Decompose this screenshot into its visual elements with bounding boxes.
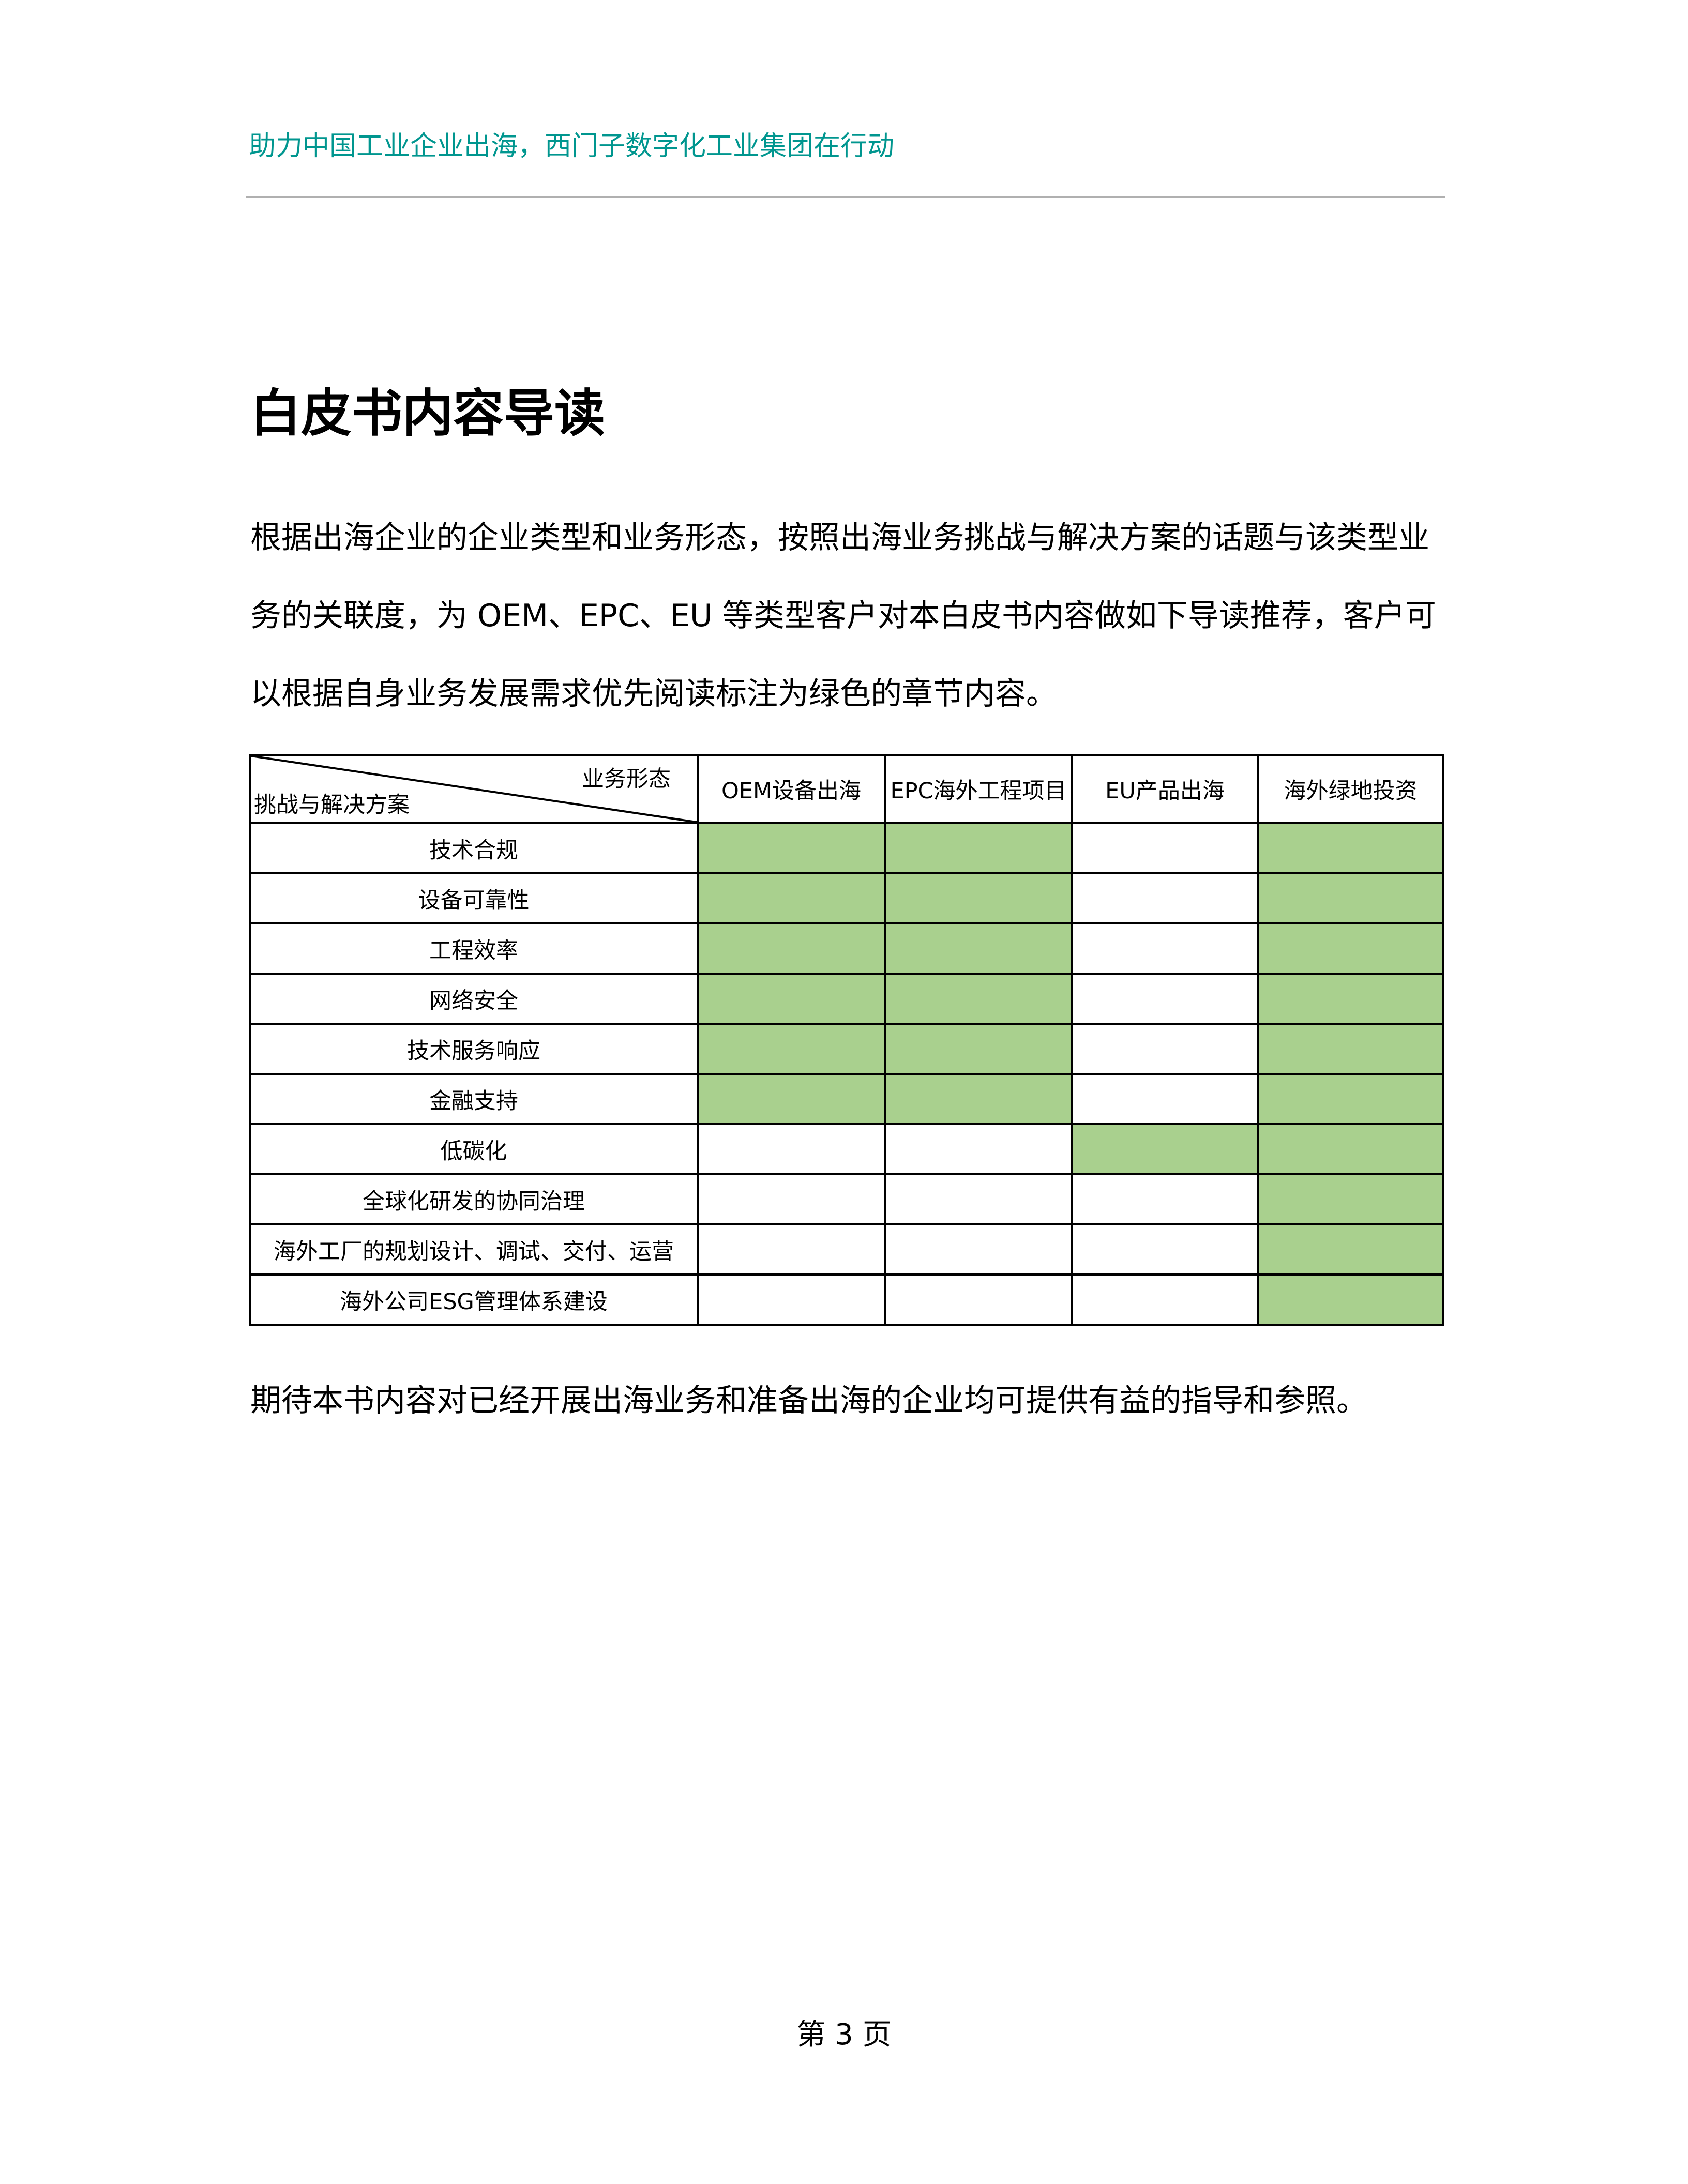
table-row: 工程效率	[249, 922, 1444, 975]
table-row: 设备可靠性	[249, 872, 1444, 924]
diagonal-corner-cell: 业务形态 挑战与解决方案	[249, 754, 699, 824]
highlighted-cell	[884, 1073, 1073, 1125]
page-title: 白皮书内容导读	[250, 384, 606, 443]
empty-cell	[697, 1173, 886, 1225]
highlighted-cell	[697, 922, 886, 975]
column-header: OEM设备出海	[697, 754, 886, 824]
empty-cell	[697, 1223, 886, 1276]
table-row: 金融支持	[249, 1073, 1444, 1125]
row-label: 海外公司ESG管理体系建设	[249, 1273, 699, 1326]
page-number: 第 3 页	[796, 2018, 892, 2052]
empty-cell	[697, 1273, 886, 1326]
highlighted-cell	[884, 822, 1073, 874]
highlighted-cell	[1257, 1023, 1444, 1075]
highlighted-cell	[697, 1073, 886, 1125]
corner-column-label: 业务形态	[582, 766, 671, 792]
highlighted-cell	[1257, 872, 1444, 924]
table-header-row: 业务形态 挑战与解决方案 OEM设备出海 EPC海外工程项目 EU产品出海 海外…	[249, 754, 1444, 824]
intro-paragraph: 根据出海企业的企业类型和业务形态，按照出海业务挑战与解决方案的话题与该类型业务的…	[250, 520, 1436, 712]
column-header: EPC海外工程项目	[884, 754, 1073, 824]
table-row: 技术合规	[249, 822, 1444, 874]
row-label: 工程效率	[249, 922, 699, 975]
highlighted-cell	[884, 872, 1073, 924]
highlighted-cell	[1257, 822, 1444, 874]
empty-cell	[697, 1123, 886, 1175]
empty-cell	[884, 1223, 1073, 1276]
empty-cell	[1071, 872, 1259, 924]
row-label: 技术服务响应	[249, 1023, 699, 1075]
highlighted-cell	[884, 973, 1073, 1025]
empty-cell	[884, 1173, 1073, 1225]
highlighted-cell	[1257, 1223, 1444, 1276]
reading-guide-table: 业务形态 挑战与解决方案 OEM设备出海 EPC海外工程项目 EU产品出海 海外…	[249, 754, 1444, 1326]
empty-cell	[1071, 1073, 1259, 1125]
highlighted-cell	[1257, 922, 1444, 975]
empty-cell	[884, 1273, 1073, 1326]
empty-cell	[1071, 1223, 1259, 1276]
row-label: 低碳化	[249, 1123, 699, 1175]
highlighted-cell	[884, 1023, 1073, 1075]
row-label: 网络安全	[249, 973, 699, 1025]
highlighted-cell	[1257, 1173, 1444, 1225]
row-label: 技术合规	[249, 822, 699, 874]
highlighted-cell	[884, 922, 1073, 975]
empty-cell	[1071, 822, 1259, 874]
closing-paragraph: 期待本书内容对已经开展出海业务和准备出海的企业均可提供有益的指导和参照。	[250, 1383, 1367, 1419]
table-row: 低碳化	[249, 1123, 1444, 1175]
empty-cell	[1071, 1273, 1259, 1326]
row-label: 全球化研发的协同治理	[249, 1173, 699, 1225]
row-label: 海外工厂的规划设计、调试、交付、运营	[249, 1223, 699, 1276]
empty-cell	[1071, 973, 1259, 1025]
highlighted-cell	[1257, 1123, 1444, 1175]
empty-cell	[1071, 922, 1259, 975]
column-header: EU产品出海	[1071, 754, 1259, 824]
highlighted-cell	[697, 973, 886, 1025]
column-header: 海外绿地投资	[1257, 754, 1444, 824]
row-label: 设备可靠性	[249, 872, 699, 924]
header-divider	[246, 196, 1445, 198]
highlighted-cell	[697, 822, 886, 874]
table-row: 全球化研发的协同治理	[249, 1173, 1444, 1225]
running-header: 助力中国工业企业出海，西门子数字化工业集团在行动	[249, 131, 895, 162]
highlighted-cell	[1257, 1073, 1444, 1125]
table-row: 海外公司ESG管理体系建设	[249, 1273, 1444, 1326]
row-label: 金融支持	[249, 1073, 699, 1125]
highlighted-cell	[1257, 973, 1444, 1025]
highlighted-cell	[697, 1023, 886, 1075]
highlighted-cell	[697, 872, 886, 924]
empty-cell	[1071, 1173, 1259, 1225]
corner-row-label: 挑战与解决方案	[254, 792, 410, 818]
highlighted-cell	[1071, 1123, 1259, 1175]
table-row: 海外工厂的规划设计、调试、交付、运营	[249, 1223, 1444, 1276]
empty-cell	[1071, 1023, 1259, 1075]
table-row: 网络安全	[249, 973, 1444, 1025]
table-row: 技术服务响应	[249, 1023, 1444, 1075]
empty-cell	[884, 1123, 1073, 1175]
highlighted-cell	[1257, 1273, 1444, 1326]
